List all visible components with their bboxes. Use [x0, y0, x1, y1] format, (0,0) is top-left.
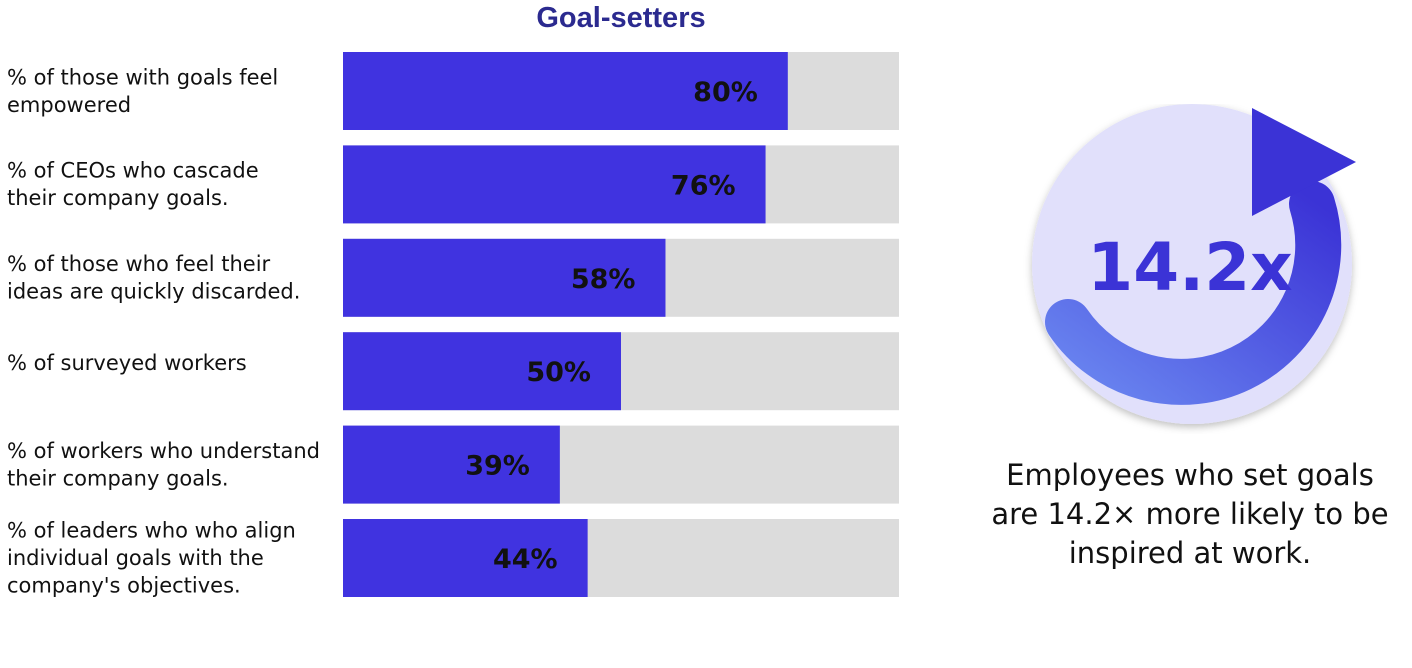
category-label: ideas are quickly discarded.: [7, 280, 300, 304]
bar: [343, 332, 621, 411]
bar-value-label: 39%: [465, 451, 530, 482]
highlight-caption: Employees who set goals are 14.2× more l…: [975, 456, 1405, 573]
bar-value-label: 58%: [571, 264, 636, 295]
category-label: empowered: [7, 93, 131, 117]
category-label: % of workers who understand: [7, 439, 320, 463]
bar: [343, 238, 666, 317]
bar-value-label: 76%: [671, 170, 736, 201]
circular-arrow-icon: 14.2x: [1032, 104, 1356, 424]
category-label: their company goals.: [7, 466, 229, 490]
caption-line: inspired at work.: [1068, 536, 1312, 570]
caption-line: are 14.2× more likely to be: [991, 497, 1389, 531]
category-label: % of those with goals feel: [7, 65, 278, 89]
category-label: company's objectives.: [7, 574, 241, 598]
bar: [343, 425, 560, 504]
bar-value-label: 80%: [693, 77, 758, 108]
arrow-head-icon: [1252, 108, 1356, 216]
bar: [343, 52, 788, 130]
category-label: % of those who feel their: [7, 252, 271, 276]
category-label: % of surveyed workers: [7, 351, 247, 375]
bar-value-label: 50%: [526, 357, 591, 388]
bar: [343, 519, 588, 597]
badge-figure: 14.2x: [1087, 229, 1292, 306]
category-label: their company goals.: [7, 186, 229, 210]
bar: [343, 145, 766, 224]
category-label: % of CEOs who cascade: [7, 159, 259, 183]
bar-chart: 80% % of those with goals feel empowered 76…: [7, 52, 899, 598]
chart-title: Goal-setters: [536, 2, 706, 34]
category-label: individual goals with the: [7, 546, 264, 570]
category-label: % of leaders who who align: [7, 519, 296, 543]
caption-line: Employees who set goals: [1006, 458, 1374, 492]
bar-value-label: 44%: [493, 544, 558, 575]
badge-progress-arc: [1045, 181, 1342, 405]
